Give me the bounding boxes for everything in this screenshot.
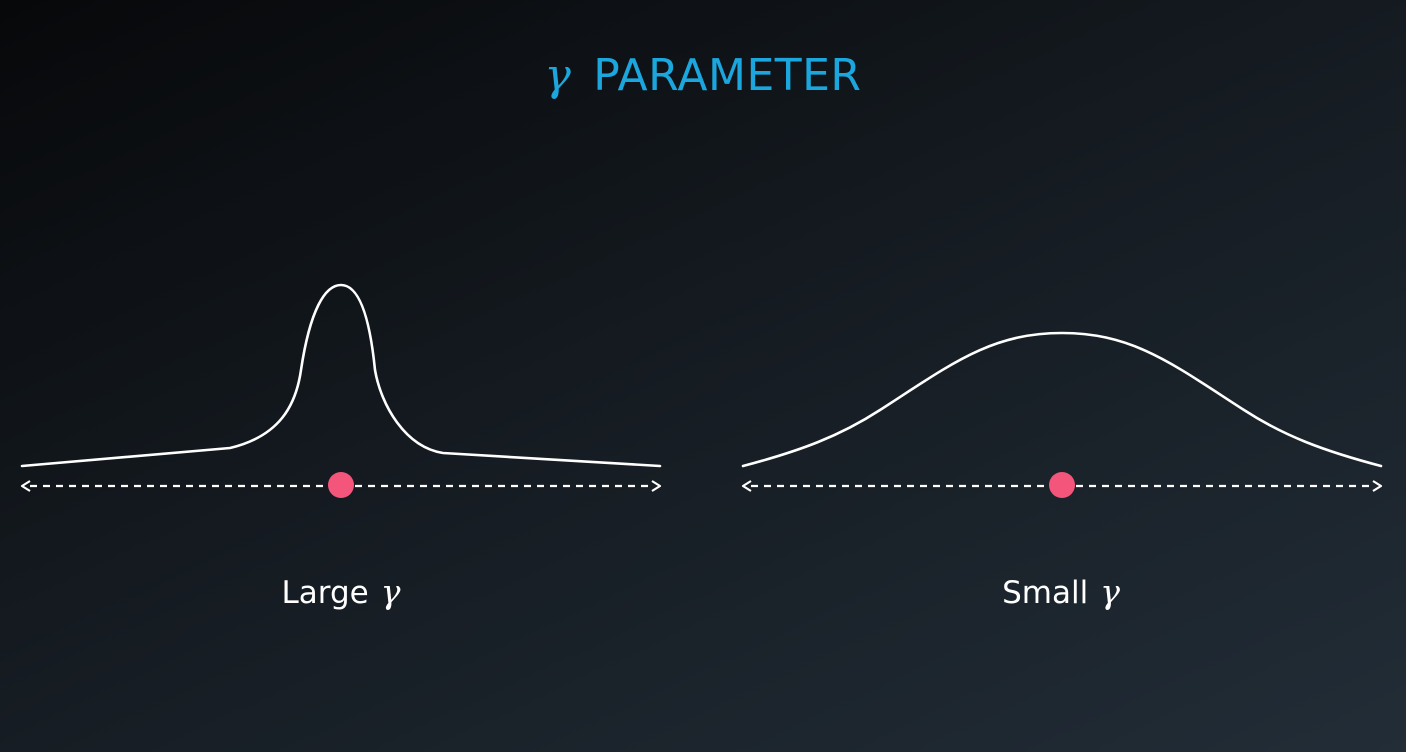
large-gamma-label: Large [281, 575, 369, 611]
large-gamma-caption: Large γ [141, 572, 541, 611]
small-gamma-symbol: γ [1100, 572, 1120, 611]
title-text: PARAMETER [593, 50, 862, 101]
large-gamma-axis-right-arrow [651, 480, 662, 492]
panel-large-gamma [20, 283, 662, 498]
large-gamma-axis-left-arrow [20, 480, 31, 492]
large-gamma-curve [20, 283, 662, 468]
small-gamma-axis-right-arrow [1372, 480, 1383, 492]
large-gamma-symbol: γ [380, 572, 401, 611]
slide-title: γ PARAMETER [0, 50, 1406, 101]
small-gamma-label: Small [1002, 575, 1089, 611]
title-gamma-symbol: γ [544, 50, 572, 101]
small-gamma-caption: Small γ [861, 572, 1261, 611]
large-gamma-center-point [328, 472, 354, 498]
panel-small-gamma [741, 331, 1383, 498]
small-gamma-center-point [1049, 472, 1075, 498]
small-gamma-curve [741, 331, 1383, 468]
small-gamma-axis-left-arrow [741, 480, 752, 492]
